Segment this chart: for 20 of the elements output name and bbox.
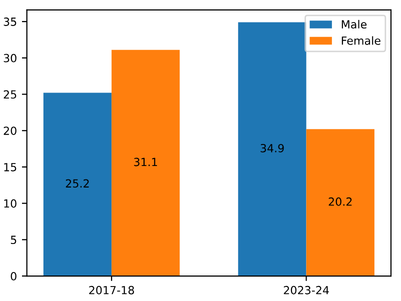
legend-label: Male xyxy=(342,20,367,29)
bar xyxy=(43,92,112,276)
y-tick-label: 30 xyxy=(4,54,16,62)
data-label: 34.9 xyxy=(260,144,284,152)
x-tick-label: 2023-24 xyxy=(284,286,329,294)
y-tick-label: 10 xyxy=(4,199,16,208)
y-tick-label: 0 xyxy=(10,272,16,280)
y-tick-label: 5 xyxy=(10,236,16,244)
bar xyxy=(306,129,374,276)
y-tick-label: 20 xyxy=(4,126,16,135)
data-label: 31.1 xyxy=(134,158,157,166)
x-tick-label: 2017-18 xyxy=(89,286,134,294)
data-label: 25.2 xyxy=(66,179,89,188)
data-label: 20.2 xyxy=(328,197,352,206)
bar xyxy=(238,22,306,276)
y-tick-label: 25 xyxy=(4,90,16,99)
legend-label: Female xyxy=(342,36,380,45)
y-tick-label: 15 xyxy=(4,163,16,172)
bar xyxy=(112,50,180,276)
y-tick-label: 35 xyxy=(4,18,16,26)
